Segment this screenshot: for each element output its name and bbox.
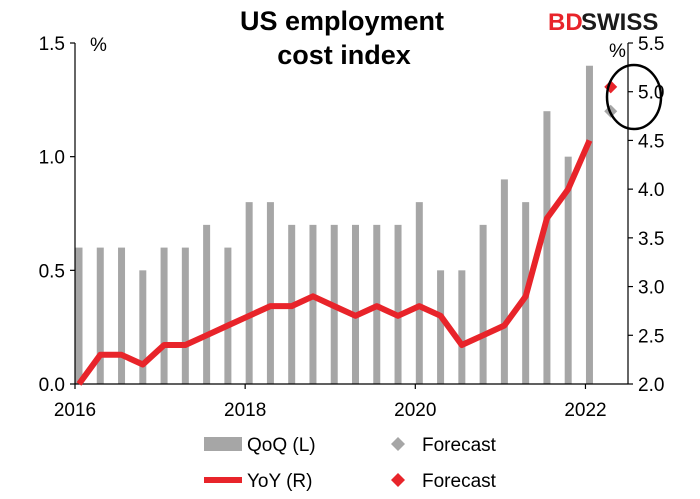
- right-axis-ticks: 2.0 2.5 3.0 3.5 4.0 4.5 5.0 5.5: [628, 34, 664, 396]
- qoq-bars: [75, 65, 593, 384]
- right-axis-unit: %: [609, 41, 626, 62]
- qoq-bar: [309, 224, 317, 384]
- legend-label-forecast-red: Forecast: [422, 471, 497, 492]
- x-axis-ticks: 2016 2018 2020 2022: [54, 384, 607, 421]
- brand-logo: BD SWISS: [548, 9, 658, 36]
- qoq-bar: [181, 247, 189, 384]
- qoq-bar: [437, 270, 445, 384]
- left-tick-label: 1.0: [39, 148, 65, 169]
- left-tick-label: 1.5: [39, 34, 65, 55]
- qoq-bar: [394, 224, 402, 384]
- legend-swatch-forecast-grey-diamond: [391, 437, 405, 451]
- right-tick-label: 5.5: [638, 34, 664, 55]
- qoq-bar: [352, 224, 359, 384]
- yoy-line: [76, 139, 593, 386]
- qoq-bar: [75, 247, 83, 384]
- legend-swatch-qoq-bar: [204, 437, 242, 451]
- legend-item-forecast-grey: Forecast: [391, 435, 497, 456]
- qoq-bar: [415, 202, 423, 384]
- qoq-bar: [118, 247, 126, 384]
- qoq-bar: [500, 179, 508, 384]
- qoq-bar: [479, 224, 487, 384]
- right-tick-label: 3.0: [638, 278, 664, 299]
- qoq-bar: [203, 224, 211, 384]
- chart-title-line-1: US employment: [240, 6, 444, 36]
- legend-swatch-forecast-red-diamond: [391, 473, 405, 487]
- x-tick-label: 2020: [394, 400, 436, 421]
- right-tick-label: 3.5: [638, 229, 664, 250]
- legend-item-forecast-red: Forecast: [391, 471, 497, 492]
- qoq-bar: [458, 270, 466, 384]
- right-tick-label: 4.0: [638, 180, 664, 201]
- x-tick-label: 2016: [54, 400, 96, 421]
- legend-item-qoq: QoQ (L): [204, 435, 316, 456]
- qoq-bar: [585, 65, 593, 384]
- left-tick-label: 0.0: [39, 375, 65, 396]
- left-axis-ticks: 0.0 0.5 1.0 1.5: [39, 34, 75, 396]
- legend: QoQ (L) Forecast YoY (R) Forecast: [204, 435, 497, 492]
- forecast-highlight-circle: [605, 63, 663, 131]
- legend-label-qoq: QoQ (L): [247, 435, 316, 456]
- x-tick-label: 2022: [564, 400, 606, 421]
- chart-title-line-2: cost index: [277, 40, 411, 70]
- yoy-line-layer: [76, 139, 593, 386]
- left-axis-unit: %: [90, 35, 107, 56]
- logo-swiss-text: SWISS: [581, 9, 658, 36]
- qoq-bar: [224, 247, 232, 384]
- qoq-bar: [96, 247, 104, 384]
- qoq-bar: [266, 202, 274, 384]
- qoq-bar: [543, 111, 551, 384]
- legend-label-yoy: YoY (R): [247, 471, 312, 492]
- legend-label-forecast-grey: Forecast: [422, 435, 497, 456]
- logo-bd-text: BD: [548, 9, 583, 36]
- qoq-bar: [245, 202, 253, 384]
- right-tick-label: 4.5: [638, 131, 664, 152]
- legend-item-yoy: YoY (R): [204, 471, 312, 492]
- left-tick-label: 0.5: [39, 261, 65, 282]
- axes: [74, 43, 629, 385]
- qoq-bar: [564, 156, 572, 384]
- right-tick-label: 5.0: [638, 83, 664, 104]
- right-tick-label: 2.0: [638, 375, 664, 396]
- right-tick-label: 2.5: [638, 326, 664, 347]
- x-tick-label: 2018: [224, 400, 266, 421]
- qoq-bar: [160, 247, 168, 384]
- qoq-bar: [139, 270, 147, 384]
